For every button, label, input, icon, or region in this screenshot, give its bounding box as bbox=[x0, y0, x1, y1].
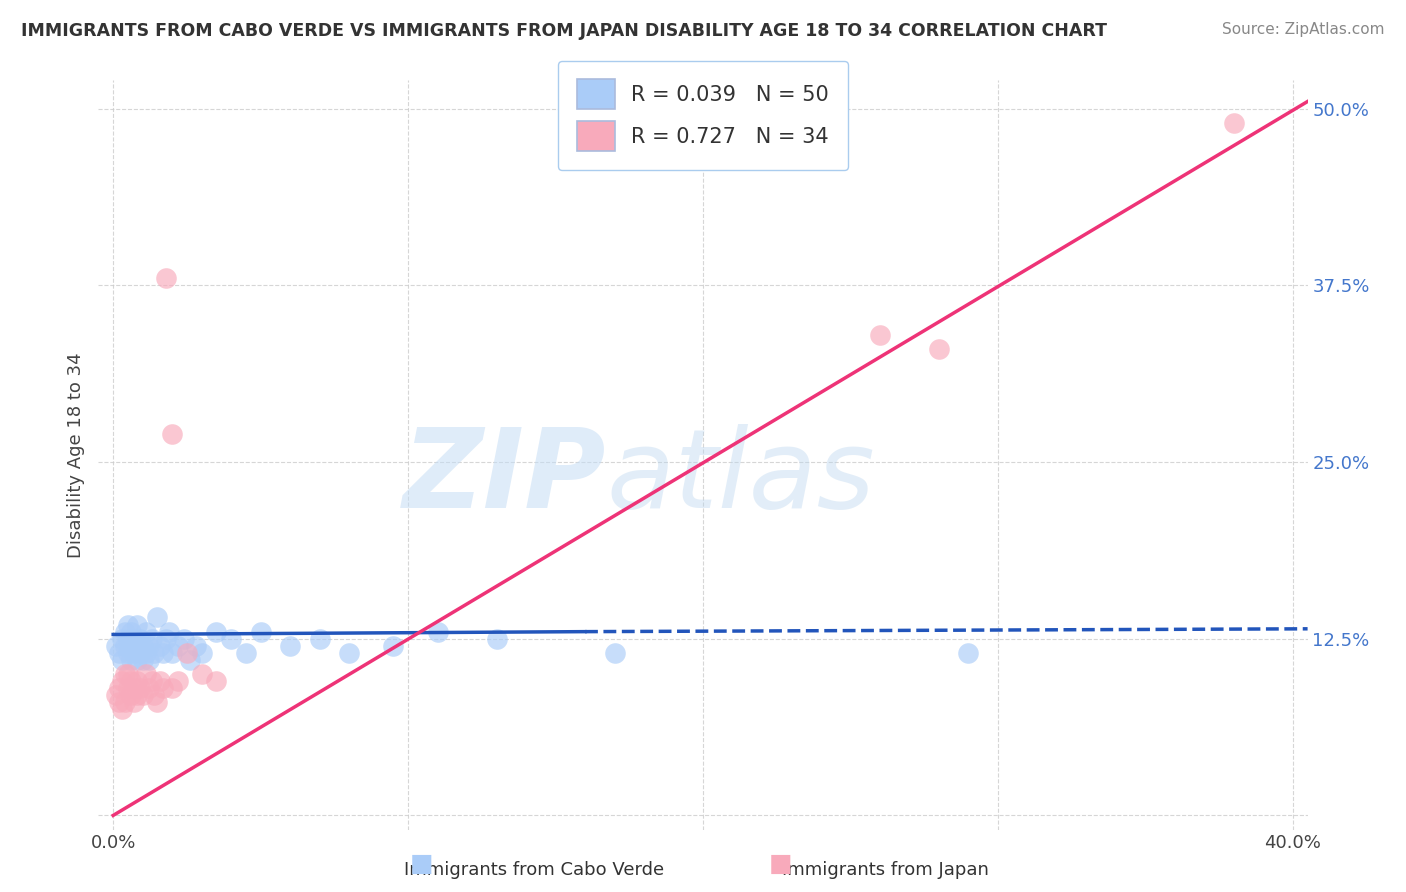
Point bbox=[141, 674, 163, 689]
Point bbox=[160, 426, 183, 441]
Point bbox=[125, 674, 148, 689]
Point bbox=[117, 632, 139, 646]
Point bbox=[108, 681, 131, 696]
Point bbox=[141, 632, 163, 646]
Point bbox=[869, 327, 891, 342]
Point bbox=[176, 646, 198, 660]
Point bbox=[190, 646, 212, 660]
Text: ■: ■ bbox=[411, 852, 433, 876]
Point bbox=[1223, 116, 1246, 130]
Point bbox=[219, 632, 242, 646]
Text: IMMIGRANTS FROM CABO VERDE VS IMMIGRANTS FROM JAPAN DISABILITY AGE 18 TO 34 CORR: IMMIGRANTS FROM CABO VERDE VS IMMIGRANTS… bbox=[21, 22, 1107, 40]
Point bbox=[135, 646, 157, 660]
Point bbox=[190, 667, 212, 681]
Point bbox=[152, 681, 174, 696]
Point bbox=[114, 639, 136, 653]
Point bbox=[120, 653, 142, 667]
Point bbox=[146, 695, 169, 709]
Point bbox=[117, 646, 139, 660]
Point bbox=[125, 688, 148, 702]
Point bbox=[138, 681, 160, 696]
Point bbox=[128, 632, 150, 646]
Point bbox=[114, 695, 136, 709]
Point bbox=[235, 646, 257, 660]
Point bbox=[125, 639, 148, 653]
Point bbox=[120, 688, 142, 702]
Point bbox=[155, 271, 177, 285]
Point bbox=[337, 646, 360, 660]
Point bbox=[135, 624, 157, 639]
Point bbox=[149, 674, 172, 689]
Point bbox=[111, 674, 134, 689]
Point bbox=[131, 639, 153, 653]
Point bbox=[125, 653, 148, 667]
Point bbox=[122, 632, 145, 646]
Text: ZIP: ZIP bbox=[402, 424, 606, 531]
Point bbox=[120, 674, 142, 689]
Point bbox=[957, 646, 980, 660]
Point bbox=[108, 695, 131, 709]
Point bbox=[114, 624, 136, 639]
Point bbox=[205, 624, 228, 639]
Point bbox=[143, 646, 166, 660]
Point bbox=[111, 653, 134, 667]
Point bbox=[173, 632, 195, 646]
Point bbox=[111, 632, 134, 646]
Point bbox=[117, 667, 139, 681]
Point bbox=[205, 674, 228, 689]
Text: atlas: atlas bbox=[606, 424, 875, 531]
Point bbox=[111, 702, 134, 716]
Point bbox=[125, 617, 148, 632]
Point bbox=[117, 617, 139, 632]
Point bbox=[131, 653, 153, 667]
Point bbox=[278, 639, 301, 653]
Point bbox=[485, 632, 508, 646]
Y-axis label: Disability Age 18 to 34: Disability Age 18 to 34 bbox=[66, 352, 84, 558]
Point bbox=[167, 639, 190, 653]
Point bbox=[149, 639, 172, 653]
Point bbox=[426, 624, 449, 639]
Text: Immigrants from Japan: Immigrants from Japan bbox=[782, 861, 990, 879]
Text: Source: ZipAtlas.com: Source: ZipAtlas.com bbox=[1222, 22, 1385, 37]
Point bbox=[138, 653, 160, 667]
Legend: R = 0.039   N = 50, R = 0.727   N = 34: R = 0.039 N = 50, R = 0.727 N = 34 bbox=[558, 61, 848, 169]
Point bbox=[143, 688, 166, 702]
Point bbox=[167, 674, 190, 689]
Text: Immigrants from Cabo Verde: Immigrants from Cabo Verde bbox=[404, 861, 665, 879]
Point bbox=[131, 688, 153, 702]
Point bbox=[382, 639, 405, 653]
Point bbox=[105, 639, 128, 653]
Point bbox=[152, 646, 174, 660]
Point bbox=[249, 624, 271, 639]
Point bbox=[128, 681, 150, 696]
Point bbox=[146, 610, 169, 624]
Point bbox=[308, 632, 330, 646]
Point bbox=[108, 646, 131, 660]
Point bbox=[135, 667, 157, 681]
Text: ■: ■ bbox=[769, 852, 792, 876]
Point bbox=[160, 681, 183, 696]
Point bbox=[128, 646, 150, 660]
Point bbox=[122, 695, 145, 709]
Point bbox=[157, 624, 180, 639]
Point bbox=[114, 667, 136, 681]
Point bbox=[122, 646, 145, 660]
Point bbox=[117, 681, 139, 696]
Point bbox=[184, 639, 207, 653]
Point bbox=[105, 688, 128, 702]
Point bbox=[122, 681, 145, 696]
Point bbox=[120, 639, 142, 653]
Point bbox=[603, 646, 626, 660]
Point bbox=[928, 342, 950, 356]
Point bbox=[120, 624, 142, 639]
Point bbox=[138, 639, 160, 653]
Point bbox=[155, 632, 177, 646]
Point bbox=[160, 646, 183, 660]
Point bbox=[179, 653, 201, 667]
